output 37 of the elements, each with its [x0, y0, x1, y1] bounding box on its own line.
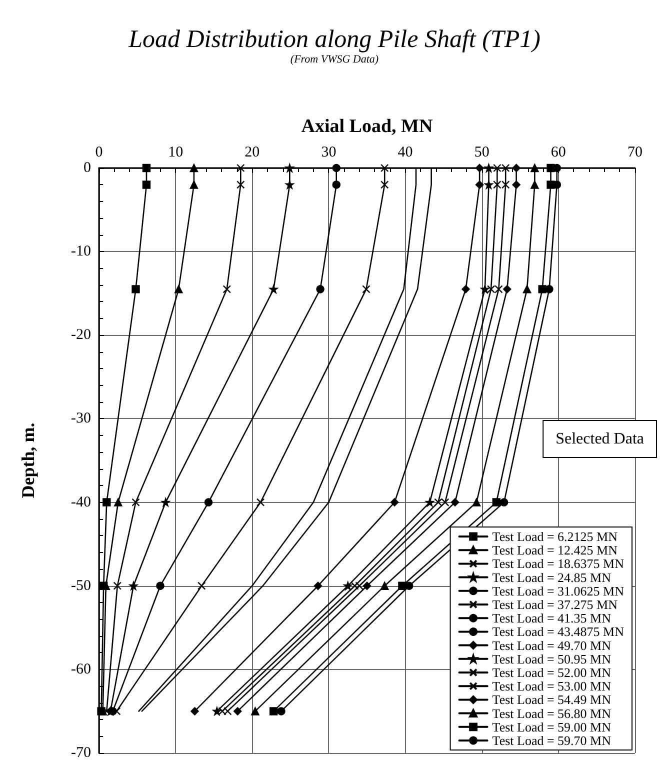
legend-label: Test Load = 49.70 MN — [492, 638, 612, 653]
legend-label: Test Load = 41.35 MN — [492, 610, 612, 626]
x-tick-label: 20 — [244, 144, 260, 160]
chart-title: Load Distribution along Pile Shaft (TP1) — [128, 26, 540, 53]
x-tick-label: 70 — [628, 144, 642, 160]
y-tick-label: -60 — [71, 661, 91, 678]
legend-label: Test Load = 37.275 MN — [492, 597, 618, 612]
x-tick-label: 0 — [95, 144, 103, 160]
annotation: Selected Data — [556, 430, 644, 448]
y-tick-label: -10 — [71, 244, 91, 260]
legend-label: Test Load = 12.425 MN — [492, 542, 618, 558]
legend-label: Test Load = 6.2125 MN — [492, 529, 618, 544]
y-axis-title: Depth, m. — [18, 422, 38, 498]
x-axis-title: Axial Load, MN — [301, 116, 433, 137]
x-tick-label: 40 — [398, 144, 413, 160]
y-tick-label: -70 — [71, 745, 91, 761]
legend-label: Test Load = 18.6375 MN — [492, 556, 625, 572]
legend-label: Test Load = 31.0625 MN — [492, 583, 625, 598]
legend-label: Test Load = 43.4875 MN — [492, 624, 625, 640]
legend-label: Test Load = 59.70 MN — [492, 733, 612, 748]
x-tick-label: 60 — [550, 144, 566, 160]
legend-label: Test Load = 56.80 MN — [492, 706, 612, 721]
legend-label: Test Load = 52.00 MN — [492, 665, 612, 680]
y-tick-label: -40 — [71, 494, 91, 510]
legend-label: Test Load = 53.00 MN — [492, 678, 612, 694]
legend-label: Test Load = 50.95 MN — [492, 651, 612, 666]
legend-label: Test Load = 24.85 MN — [492, 570, 612, 585]
legend-label: Test Load = 59.00 MN — [492, 719, 612, 734]
x-tick-label: 50 — [474, 144, 490, 160]
x-tick-label: 10 — [168, 144, 184, 160]
x-tick-label: 30 — [321, 144, 336, 160]
y-tick-label: -20 — [71, 327, 91, 344]
chart-subtitle: (From VWSG Data) — [290, 54, 379, 66]
legend-label: Test Load = 54.49 MN — [492, 692, 612, 708]
y-tick-label: -50 — [71, 578, 91, 594]
y-tick-label: 0 — [84, 160, 91, 176]
y-tick-label: -30 — [71, 410, 91, 427]
